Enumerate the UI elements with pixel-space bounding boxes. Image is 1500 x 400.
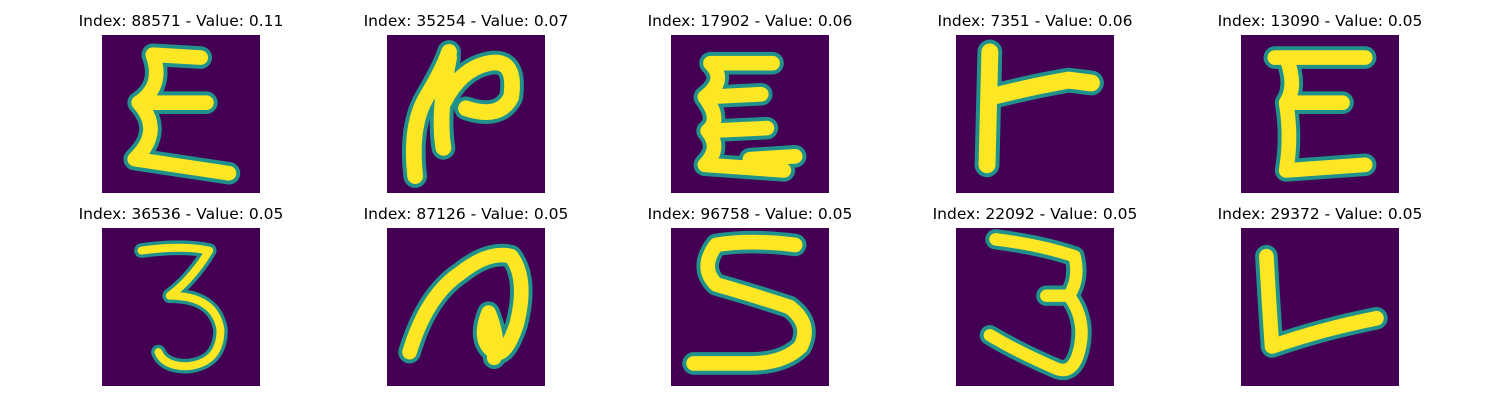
digit-image [1241,35,1399,193]
panel-title: Index: 87126 - Value: 0.05 [363,205,569,223]
panel-title: Index: 35254 - Value: 0.07 [363,12,569,30]
digit-image [387,35,545,193]
digit-image [956,35,1114,193]
panel-title: Index: 88571 - Value: 0.11 [78,12,284,30]
digit-image [1241,228,1399,386]
digit-image [671,35,829,193]
panel-title: Index: 22092 - Value: 0.05 [932,205,1138,223]
panel-title: Index: 13090 - Value: 0.05 [1217,12,1423,30]
panel-title: Index: 36536 - Value: 0.05 [78,205,284,223]
digit-image [102,35,260,193]
panel-title: Index: 17902 - Value: 0.06 [647,12,853,30]
digit-image [387,228,545,386]
panel-title: Index: 29372 - Value: 0.05 [1217,205,1423,223]
panel-title: Index: 96758 - Value: 0.05 [647,205,853,223]
panel-title: Index: 7351 - Value: 0.06 [937,12,1133,30]
digit-image [956,228,1114,386]
digit-image [671,228,829,386]
digit-image [102,228,260,386]
